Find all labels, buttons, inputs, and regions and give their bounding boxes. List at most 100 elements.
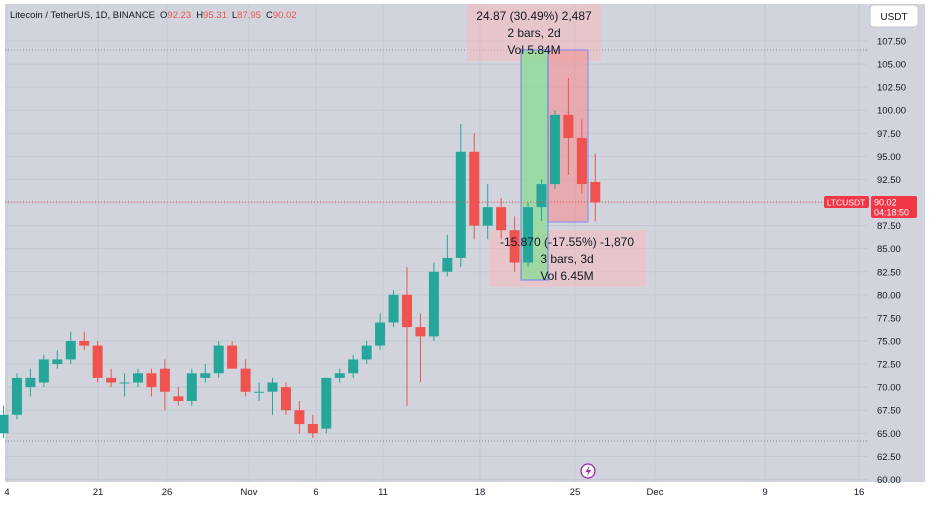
candle[interactable]: [146, 368, 157, 397]
close-value: 90.02: [273, 10, 297, 21]
price-tag-price: 90.02: [874, 198, 897, 208]
time-tick-label: 4: [4, 487, 9, 498]
candle[interactable]: [590, 153, 601, 222]
price-tick-label: 67.50: [877, 406, 901, 417]
candle[interactable]: [11, 373, 22, 420]
candle[interactable]: [428, 262, 439, 341]
lightning-icon[interactable]: [580, 463, 596, 479]
price-tick-label: 92.50: [877, 175, 901, 186]
candle[interactable]: [79, 331, 90, 351]
candle[interactable]: [119, 373, 130, 397]
price-tick-label: 80.00: [877, 290, 901, 301]
candle[interactable]: [348, 354, 359, 378]
close-label: C: [266, 10, 273, 21]
price-tick-label: 60.00: [877, 475, 901, 486]
plot-area[interactable]: [5, 4, 867, 482]
candle[interactable]: [442, 234, 453, 277]
time-tick-label: 26: [162, 487, 173, 498]
price-tick-label: 97.50: [877, 129, 901, 140]
candle[interactable]: [294, 400, 305, 434]
candle[interactable]: [509, 216, 520, 272]
chart-legend: Litecoin / TetherUS, 1D, BINANCE O92.23 H9…: [10, 10, 297, 21]
candle[interactable]: [106, 368, 117, 388]
time-tick-label: 25: [570, 487, 581, 498]
candle[interactable]: [402, 267, 412, 406]
last-price-tag: LTCUSDT 90.02 04:18:50: [824, 196, 917, 218]
price-tick-label: 72.50: [877, 360, 901, 371]
candle[interactable]: [65, 331, 76, 365]
candle[interactable]: [307, 414, 318, 438]
open-label: O: [160, 10, 167, 21]
candle[interactable]: [334, 368, 345, 383]
candle[interactable]: [321, 377, 332, 434]
candle[interactable]: [38, 354, 49, 388]
time-tick-label: Nov: [241, 487, 258, 498]
price-tag-countdown: 04:18:50: [874, 208, 909, 218]
candle[interactable]: [549, 110, 560, 189]
price-scale-area[interactable]: [867, 4, 925, 482]
price-tick-label: 100.00: [877, 106, 906, 117]
price-tick-label: 87.50: [877, 221, 901, 232]
price-tick-label: 62.50: [877, 452, 901, 463]
candle[interactable]: [159, 359, 170, 411]
measure-down-line3: Vol 6.45M: [540, 269, 593, 283]
candle[interactable]: [455, 124, 466, 268]
candle[interactable]: [576, 119, 587, 194]
candle[interactable]: [523, 202, 534, 268]
time-tick-label: 21: [93, 487, 104, 498]
candle[interactable]: [496, 197, 507, 240]
price-tick-label: 95.00: [877, 152, 901, 163]
time-tick-label: 9: [762, 487, 767, 498]
time-tick-label: 18: [475, 487, 486, 498]
candle[interactable]: [213, 340, 224, 378]
symbol-label: Litecoin / TetherUS, 1D, BINANCE: [10, 10, 155, 21]
candle[interactable]: [200, 364, 211, 383]
candles: [0, 77, 601, 438]
price-tick-label: 105.00: [877, 60, 906, 71]
price-tick-label: 65.00: [877, 429, 901, 440]
candle[interactable]: [240, 359, 251, 397]
candle[interactable]: [133, 368, 143, 388]
candle[interactable]: [254, 382, 265, 401]
candle[interactable]: [227, 340, 238, 369]
candle[interactable]: [375, 313, 386, 351]
candle[interactable]: [469, 133, 480, 240]
high-value: 95.31: [203, 10, 227, 21]
candle[interactable]: [52, 350, 63, 369]
measure-down-line1: -15.870 (-17.55%) -1,870: [500, 235, 634, 249]
time-tick-label: Dec: [647, 487, 664, 498]
time-axis: 4 21 26 Nov 6 11 18 25 Dec 9 16: [4, 487, 864, 498]
candle[interactable]: [361, 340, 372, 365]
measure-up-line2: 2 bars, 2d: [507, 26, 560, 40]
time-tick-label: 16: [854, 487, 865, 498]
candle[interactable]: [25, 368, 36, 397]
price-tick-label: 107.50: [877, 37, 906, 48]
low-label: L: [232, 10, 237, 21]
price-tick-label: 82.50: [877, 267, 901, 278]
candle[interactable]: [267, 377, 278, 415]
high-label: H: [196, 10, 203, 21]
currency-button[interactable]: USDT: [869, 4, 919, 28]
time-tick-label: 11: [378, 487, 388, 498]
candle[interactable]: [0, 405, 9, 438]
price-tick-label: 77.50: [877, 313, 901, 324]
candle[interactable]: [415, 313, 426, 383]
time-tick-label: 6: [313, 487, 318, 498]
currency-button-label: USDT: [880, 12, 907, 23]
candle[interactable]: [482, 184, 493, 240]
candle[interactable]: [173, 387, 184, 406]
measure-down-line2: 3 bars, 3d: [540, 252, 593, 266]
low-value: 87.95: [237, 10, 261, 21]
price-tick-label: 102.50: [877, 83, 906, 94]
candle[interactable]: [388, 290, 399, 328]
candle[interactable]: [536, 179, 547, 221]
price-tick-label: 75.00: [877, 336, 901, 347]
price-tick-label: 70.00: [877, 383, 901, 394]
candle[interactable]: [186, 368, 197, 406]
grid-lines: [5, 4, 867, 482]
candle[interactable]: [92, 340, 103, 383]
candle[interactable]: [280, 382, 291, 415]
candle[interactable]: [563, 77, 574, 175]
